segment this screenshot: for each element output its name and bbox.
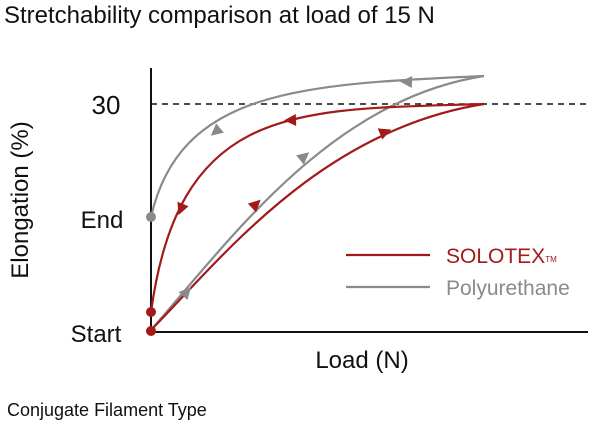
solotex-arrow-unloading-1 <box>284 114 297 126</box>
y-tick-label-30: 30 <box>92 90 121 120</box>
polyurethane-arrow-loading-1 <box>178 287 192 301</box>
solotex-arrow-loading-1 <box>247 199 261 213</box>
solotex-arrow-loading-2 <box>377 128 392 140</box>
polyurethane-arrow-loading-2 <box>296 152 310 165</box>
x-axis-label: Load (N) <box>315 347 408 374</box>
y-tick-label-end: End <box>81 207 124 234</box>
solotex-end-point <box>146 307 156 317</box>
polyurethane-arrow-unloading-1 <box>400 76 413 88</box>
y-axis-label: Elongation (%) <box>7 121 34 278</box>
chart-title: Stretchability comparison at load of 15 … <box>4 2 435 29</box>
footer-note: Conjugate Filament Type <box>7 400 207 420</box>
y-tick-label-start: Start <box>71 321 122 348</box>
start-point <box>146 326 156 336</box>
solotex-loading-curve <box>150 102 485 331</box>
polyurethane-end-point <box>146 212 156 222</box>
polyurethane-arrow-unloading-2 <box>210 123 224 136</box>
solotex-unloading-curve <box>149 102 485 313</box>
legend: SOLOTEXTM Polyurethane <box>346 245 570 300</box>
legend-label-solotex-text: SOLOTEX <box>446 245 545 268</box>
legend-label-solotex-tm: TM <box>545 255 557 264</box>
legend-label-solotex: SOLOTEXTM <box>446 245 557 268</box>
legend-label-polyurethane: Polyurethane <box>446 277 570 300</box>
solotex-arrow-unloading-2 <box>177 201 189 216</box>
polyurethane-unloading-curve <box>149 74 485 218</box>
